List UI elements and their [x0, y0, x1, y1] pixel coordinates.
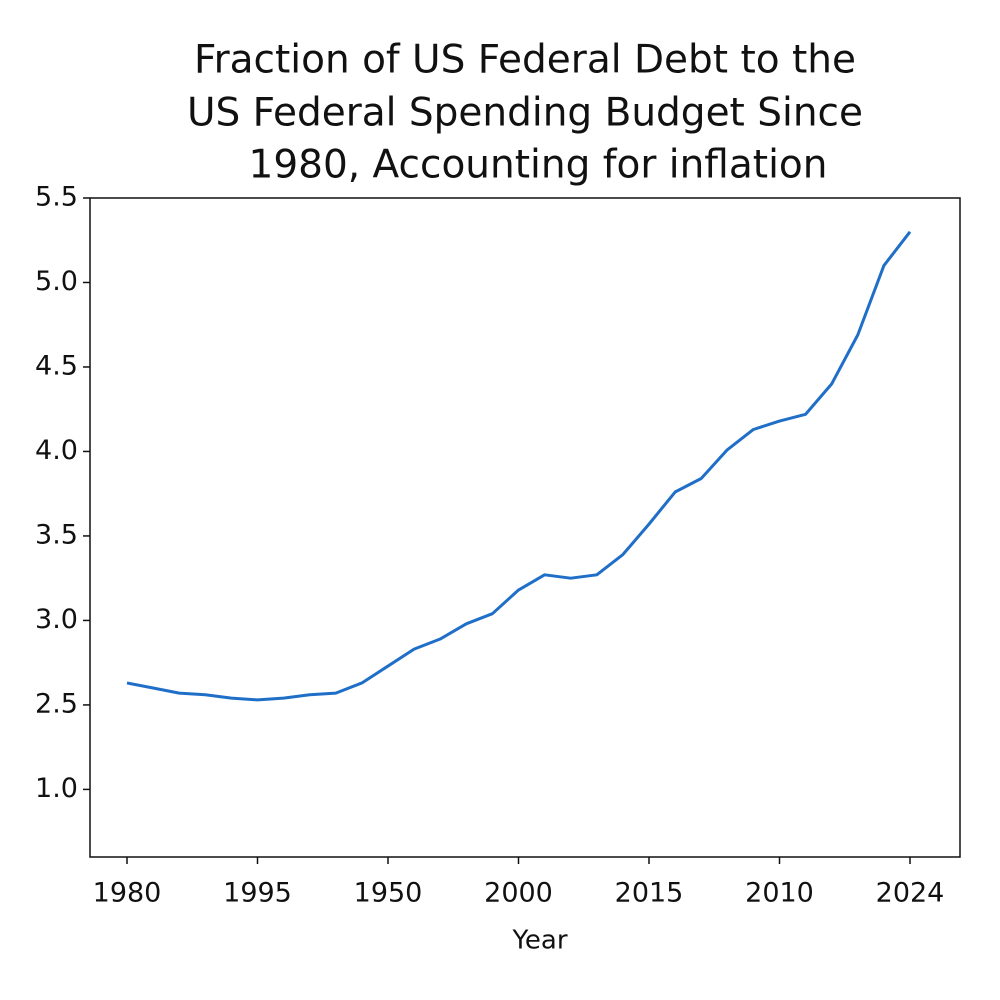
- x-axis-label: Year: [511, 926, 567, 956]
- y-tick-label: 3.0: [35, 604, 78, 635]
- x-tick-label: 1980: [93, 878, 162, 909]
- y-tick-label: 4.5: [35, 350, 78, 381]
- chart-title: Fraction of US Federal Debt to the: [194, 38, 856, 83]
- chart-title: 1980, Accounting for inflation: [249, 143, 828, 188]
- plot-frame: [89, 197, 961, 858]
- chart-title: US Federal Spending Budget Since: [187, 91, 863, 136]
- y-tick-label: 4.0: [35, 435, 78, 466]
- x-tick-label: 2000: [484, 878, 553, 909]
- x-tick-label: 1995: [223, 878, 292, 909]
- y-tick-label: 5.5: [35, 182, 78, 213]
- x-tick-label: 2015: [615, 878, 684, 909]
- y-tick-label: 2.5: [35, 688, 78, 719]
- x-tick-label: 2010: [745, 878, 814, 909]
- x-tick-label: 1950: [354, 878, 423, 909]
- data-line: [126, 230, 912, 702]
- y-tick-label: 1.0: [35, 773, 78, 804]
- x-tick-label: 2024: [876, 878, 945, 909]
- y-tick-label: 3.5: [35, 519, 78, 550]
- y-tick-label: 5.0: [35, 266, 78, 297]
